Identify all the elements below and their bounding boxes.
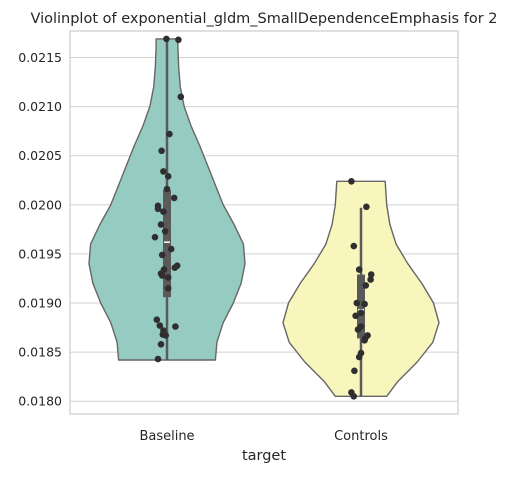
data-point [355, 266, 363, 273]
y-tick-label: 0.0210 [18, 99, 62, 114]
data-point [352, 312, 359, 320]
data-point [151, 233, 159, 241]
data-point [166, 130, 173, 138]
data-point [163, 35, 170, 43]
y-tick-label: 0.0205 [18, 148, 62, 163]
y-tick-label: 0.0190 [18, 296, 62, 311]
data-point [355, 353, 363, 361]
data-point [162, 332, 170, 339]
data-point [177, 93, 185, 101]
data-point [362, 282, 370, 289]
plot-frame [69, 30, 459, 415]
data-point [361, 300, 368, 308]
box-plots [163, 38, 365, 397]
data-point [172, 323, 179, 330]
data-point [353, 299, 361, 307]
iqr-box [163, 190, 171, 298]
data-point [363, 203, 370, 211]
iqr-box [357, 274, 365, 339]
data-point [158, 251, 166, 259]
x-tick-label: Controls [334, 429, 388, 444]
y-tick-label: 0.0180 [18, 394, 62, 409]
data-point [160, 168, 167, 175]
data-point [167, 245, 175, 253]
y-tick-label: 0.0200 [18, 197, 62, 212]
data-point [175, 36, 182, 44]
y-tick-label: 0.0215 [18, 50, 62, 65]
data-points [151, 35, 375, 400]
data-point [158, 272, 166, 279]
x-tick-labels: Baseline Controls [139, 429, 388, 444]
data-point [367, 271, 375, 278]
data-point [348, 178, 355, 185]
y-tick-labels: 0.0180 0.0185 0.0190 0.0195 0.0200 0.0205 0.02… [18, 50, 62, 409]
data-point [350, 242, 358, 250]
data-point [156, 322, 164, 329]
data-point [160, 208, 167, 215]
data-point [350, 393, 358, 400]
x-tick-label: Baseline [139, 429, 194, 444]
x-axis-label: target [242, 448, 286, 464]
data-point [157, 221, 165, 228]
data-point [367, 276, 374, 283]
data-point [170, 194, 178, 202]
data-point [351, 367, 358, 375]
data-point [158, 147, 165, 155]
data-point [164, 274, 172, 281]
data-point [357, 309, 365, 317]
data-point [354, 326, 362, 333]
data-point [153, 316, 161, 324]
data-point [161, 228, 169, 235]
data-point [164, 173, 172, 180]
data-point [154, 355, 162, 363]
data-point [157, 341, 165, 348]
data-point [361, 337, 368, 344]
data-point [164, 285, 172, 292]
y-tick-label: 0.0185 [18, 345, 62, 360]
data-point [163, 185, 171, 193]
chart-title: Violinplot of exponential_gldm_SmallDepe… [30, 11, 497, 27]
data-point [154, 205, 162, 213]
y-tick-label: 0.0195 [18, 246, 62, 261]
data-point [171, 264, 179, 272]
